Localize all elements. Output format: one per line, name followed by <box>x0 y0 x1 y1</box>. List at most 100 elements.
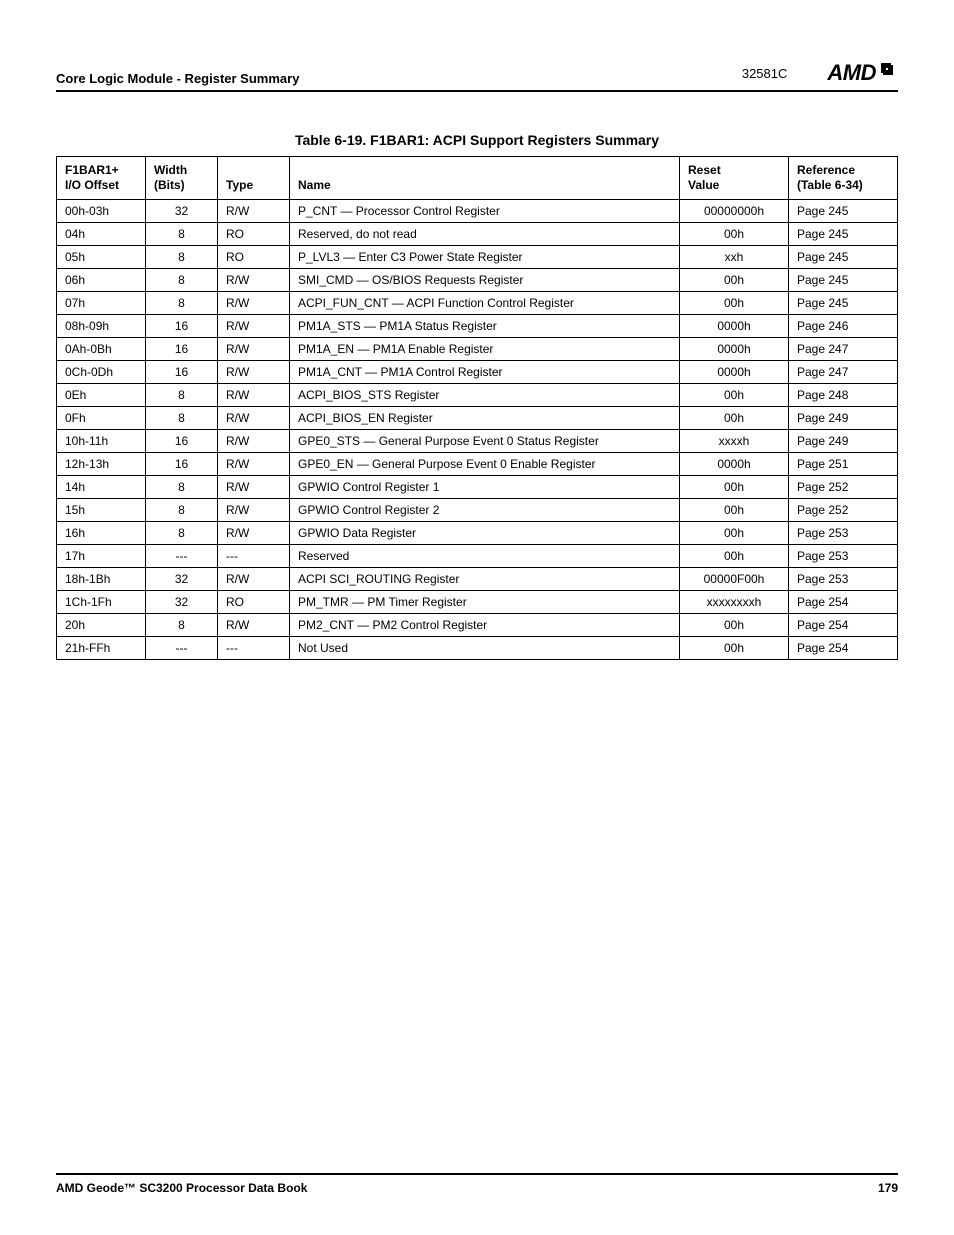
col-header-ref: Reference (Table 6-34) <box>789 157 898 200</box>
page-footer: AMD Geode™ SC3200 Processor Data Book 17… <box>56 1173 898 1195</box>
cell-width: 8 <box>146 522 218 545</box>
section-title: Core Logic Module - Register Summary <box>56 71 299 86</box>
table-row: 0Eh8R/WACPI_BIOS_STS Register00hPage 248 <box>57 384 898 407</box>
cell-width: 32 <box>146 568 218 591</box>
cell-ref: Page 253 <box>789 545 898 568</box>
col-header-reset: Reset Value <box>680 157 789 200</box>
cell-reset: 00h <box>680 269 789 292</box>
cell-ref: Page 254 <box>789 614 898 637</box>
cell-width: 16 <box>146 453 218 476</box>
cell-name: ACPI_FUN_CNT — ACPI Function Control Reg… <box>290 292 680 315</box>
amd-logo-arrow-icon <box>878 60 898 86</box>
cell-name: PM1A_EN — PM1A Enable Register <box>290 338 680 361</box>
cell-reset: 00h <box>680 545 789 568</box>
footer-book-title: AMD Geode™ SC3200 Processor Data Book <box>56 1181 307 1195</box>
cell-type: RO <box>218 223 290 246</box>
cell-type: R/W <box>218 453 290 476</box>
cell-name: ACPI SCI_ROUTING Register <box>290 568 680 591</box>
cell-type: R/W <box>218 476 290 499</box>
table-row: 00h-03h32R/WP_CNT — Processor Control Re… <box>57 200 898 223</box>
cell-name: P_CNT — Processor Control Register <box>290 200 680 223</box>
cell-width: --- <box>146 545 218 568</box>
cell-type: R/W <box>218 430 290 453</box>
table-row: 05h8ROP_LVL3 — Enter C3 Power State Regi… <box>57 246 898 269</box>
cell-offset: 0Ch-0Dh <box>57 361 146 384</box>
cell-offset: 05h <box>57 246 146 269</box>
table-row: 08h-09h16R/WPM1A_STS — PM1A Status Regis… <box>57 315 898 338</box>
cell-width: 8 <box>146 499 218 522</box>
table-row: 17h------Reserved00hPage 253 <box>57 545 898 568</box>
cell-name: PM1A_CNT — PM1A Control Register <box>290 361 680 384</box>
cell-offset: 1Ch-1Fh <box>57 591 146 614</box>
col-header-name: Name <box>290 157 680 200</box>
cell-width: 8 <box>146 292 218 315</box>
cell-width: 8 <box>146 384 218 407</box>
cell-width: 16 <box>146 315 218 338</box>
cell-ref: Page 254 <box>789 637 898 660</box>
cell-name: ACPI_BIOS_EN Register <box>290 407 680 430</box>
cell-ref: Page 253 <box>789 522 898 545</box>
cell-name: PM1A_STS — PM1A Status Register <box>290 315 680 338</box>
cell-name: Reserved, do not read <box>290 223 680 246</box>
cell-ref: Page 247 <box>789 338 898 361</box>
cell-offset: 0Ah-0Bh <box>57 338 146 361</box>
cell-reset: 00h <box>680 637 789 660</box>
col-header-type: Type <box>218 157 290 200</box>
cell-ref: Page 253 <box>789 568 898 591</box>
amd-logo: AMD <box>827 60 898 86</box>
cell-width: 8 <box>146 476 218 499</box>
cell-offset: 16h <box>57 522 146 545</box>
cell-ref: Page 246 <box>789 315 898 338</box>
cell-ref: Page 249 <box>789 430 898 453</box>
cell-type: R/W <box>218 338 290 361</box>
cell-ref: Page 245 <box>789 269 898 292</box>
table-row: 18h-1Bh32R/WACPI SCI_ROUTING Register000… <box>57 568 898 591</box>
table-row: 0Fh8R/WACPI_BIOS_EN Register00hPage 249 <box>57 407 898 430</box>
cell-ref: Page 249 <box>789 407 898 430</box>
table-row: 0Ch-0Dh16R/WPM1A_CNT — PM1A Control Regi… <box>57 361 898 384</box>
cell-name: GPWIO Data Register <box>290 522 680 545</box>
col-header-width: Width (Bits) <box>146 157 218 200</box>
cell-ref: Page 245 <box>789 246 898 269</box>
table-header: F1BAR1+ I/O Offset Width (Bits) Type Nam… <box>57 157 898 200</box>
table-row: 0Ah-0Bh16R/WPM1A_EN — PM1A Enable Regist… <box>57 338 898 361</box>
cell-reset: 00h <box>680 614 789 637</box>
cell-width: 8 <box>146 614 218 637</box>
cell-width: 8 <box>146 223 218 246</box>
cell-name: SMI_CMD — OS/BIOS Requests Register <box>290 269 680 292</box>
cell-offset: 10h-11h <box>57 430 146 453</box>
cell-ref: Page 252 <box>789 499 898 522</box>
cell-width: 32 <box>146 200 218 223</box>
cell-type: RO <box>218 591 290 614</box>
table-title: Table 6-19. F1BAR1: ACPI Support Registe… <box>56 132 898 148</box>
doc-number: 32581C <box>742 66 788 81</box>
cell-type: R/W <box>218 292 290 315</box>
cell-name: GPE0_EN — General Purpose Event 0 Enable… <box>290 453 680 476</box>
cell-offset: 17h <box>57 545 146 568</box>
cell-type: R/W <box>218 568 290 591</box>
cell-offset: 04h <box>57 223 146 246</box>
cell-ref: Page 254 <box>789 591 898 614</box>
cell-reset: 00h <box>680 407 789 430</box>
col-header-offset: F1BAR1+ I/O Offset <box>57 157 146 200</box>
cell-reset: 00000F00h <box>680 568 789 591</box>
cell-name: PM_TMR — PM Timer Register <box>290 591 680 614</box>
cell-reset: xxxxh <box>680 430 789 453</box>
table-row: 21h-FFh------Not Used00hPage 254 <box>57 637 898 660</box>
table-row: 16h8R/WGPWIO Data Register00hPage 253 <box>57 522 898 545</box>
cell-reset: 00000000h <box>680 200 789 223</box>
table-row: 10h-11h16R/WGPE0_STS — General Purpose E… <box>57 430 898 453</box>
cell-ref: Page 248 <box>789 384 898 407</box>
cell-name: P_LVL3 — Enter C3 Power State Register <box>290 246 680 269</box>
amd-logo-text: AMD <box>827 60 876 86</box>
cell-offset: 12h-13h <box>57 453 146 476</box>
cell-width: 32 <box>146 591 218 614</box>
cell-reset: 00h <box>680 384 789 407</box>
cell-offset: 0Eh <box>57 384 146 407</box>
register-table: F1BAR1+ I/O Offset Width (Bits) Type Nam… <box>56 156 898 660</box>
cell-type: R/W <box>218 522 290 545</box>
cell-reset: 0000h <box>680 361 789 384</box>
table-row: 1Ch-1Fh32ROPM_TMR — PM Timer Registerxxx… <box>57 591 898 614</box>
cell-type: R/W <box>218 499 290 522</box>
cell-ref: Page 245 <box>789 200 898 223</box>
